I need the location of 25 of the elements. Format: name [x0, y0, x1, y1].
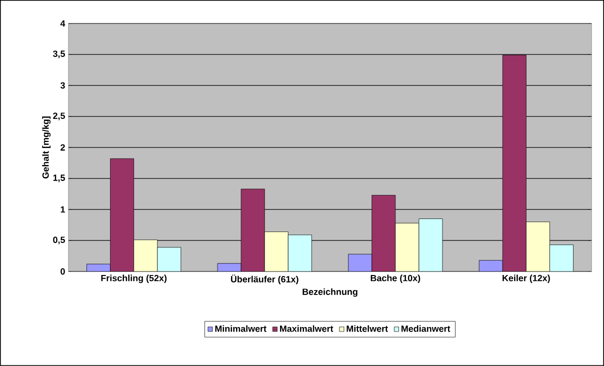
bar — [372, 195, 396, 272]
y-tick-label: 3,5 — [52, 50, 65, 58]
y-tick-label: 1,5 — [53, 174, 65, 182]
y-tick-label: 3 — [60, 82, 65, 89]
legend-label: Maximalwert — [280, 325, 334, 332]
bar — [478, 260, 503, 272]
x-tick-label: Keiler (12x) — [502, 274, 550, 284]
y-axis-title: Gehalt [mg/kg] — [42, 116, 51, 179]
bar — [240, 188, 265, 272]
legend-label: Medianwert — [402, 325, 450, 332]
legend-label: Mittelwert — [346, 325, 388, 332]
x-tick-label: Frischling (52x) — [101, 274, 167, 284]
x-tick-label: Überläufer (61x) — [231, 274, 298, 284]
y-tick-label: 0 — [60, 268, 65, 275]
y-tick-label: 2 — [60, 144, 65, 151]
x-tick-label: Bache (10x) — [370, 274, 420, 284]
x-axis-title: Bezeichnung — [302, 288, 358, 297]
y-tick-label: 2,5 — [53, 112, 65, 120]
y-tick-label: 4 — [60, 20, 66, 27]
bar — [502, 54, 526, 272]
y-tick-label: 0,5 — [53, 236, 65, 244]
bar — [348, 254, 372, 272]
y-tick-label: 1 — [60, 206, 65, 213]
bar — [110, 158, 134, 272]
legend-label: Minimalwert — [215, 325, 266, 332]
